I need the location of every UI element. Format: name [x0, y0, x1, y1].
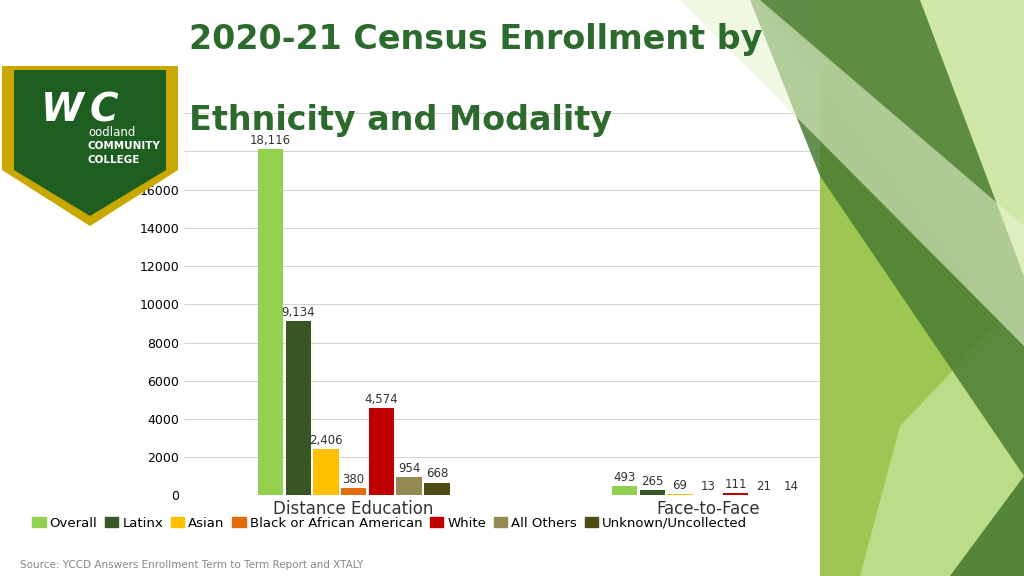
Polygon shape [950, 476, 1024, 576]
Bar [612, 486, 637, 495]
Text: 2020-21 Census Enrollment by: 2020-21 Census Enrollment by [189, 23, 763, 56]
Polygon shape [860, 296, 1024, 576]
Polygon shape [820, 0, 1024, 576]
Polygon shape [750, 0, 1024, 476]
Text: 668: 668 [426, 467, 449, 480]
Text: oodland: oodland [88, 126, 135, 139]
Bar [286, 321, 311, 495]
Polygon shape [2, 66, 178, 226]
Text: 954: 954 [398, 462, 420, 475]
Text: 21: 21 [756, 480, 771, 492]
Bar [723, 493, 749, 495]
Polygon shape [700, 0, 1024, 346]
Polygon shape [14, 70, 166, 216]
Polygon shape [680, 0, 1024, 346]
Bar [369, 408, 394, 495]
Text: C: C [90, 91, 118, 129]
Text: 493: 493 [613, 471, 636, 484]
Bar [396, 477, 422, 495]
Bar [640, 490, 666, 495]
Bar [424, 483, 450, 495]
Text: Source: YCCD Answers Enrollment Term to Term Report and XTALY: Source: YCCD Answers Enrollment Term to … [20, 560, 364, 570]
Text: 111: 111 [724, 478, 746, 491]
Text: 265: 265 [641, 475, 664, 488]
Bar [258, 149, 284, 495]
Text: 2,406: 2,406 [309, 434, 343, 447]
Bar [313, 449, 339, 495]
Bar [668, 494, 693, 495]
Text: 69: 69 [673, 479, 687, 492]
Text: 13: 13 [700, 480, 715, 493]
Legend: Overall, Latinx, Asian, Black or African American, White, All Others, Unknown/Un: Overall, Latinx, Asian, Black or African… [27, 511, 753, 535]
Text: 18,116: 18,116 [250, 134, 291, 147]
Text: 14: 14 [783, 480, 799, 493]
Bar [341, 488, 367, 495]
Text: 4,574: 4,574 [365, 393, 398, 406]
Text: 380: 380 [343, 473, 365, 486]
Text: COLLEGE: COLLEGE [88, 155, 140, 165]
Text: 9,134: 9,134 [282, 305, 315, 319]
Text: Ethnicity and Modality: Ethnicity and Modality [189, 104, 612, 137]
Text: W: W [41, 91, 83, 129]
Text: COMMUNITY: COMMUNITY [88, 141, 161, 151]
